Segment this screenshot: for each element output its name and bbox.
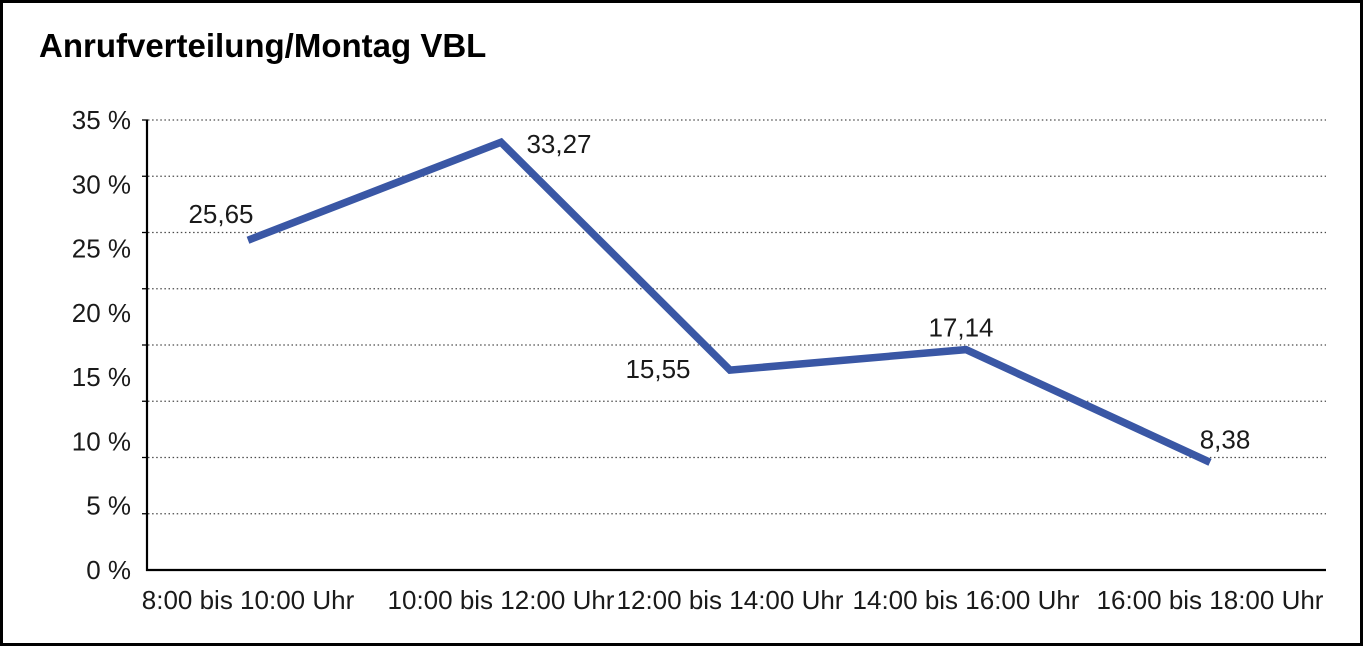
data-label: 8,38	[1200, 424, 1251, 454]
y-tick-label: 35 %	[72, 105, 131, 135]
data-label: 25,65	[188, 199, 253, 229]
x-tick-label: 14:00 bis 16:00 Uhr	[853, 585, 1080, 615]
x-tick-label: 8:00 bis 10:00 Uhr	[142, 585, 355, 615]
x-tick-label: 16:00 bis 18:00 Uhr	[1097, 585, 1324, 615]
y-tick-label: 20 %	[72, 298, 131, 328]
x-tick-label: 10:00 bis 12:00 Uhr	[388, 585, 615, 615]
series-line	[246, 137, 1212, 466]
y-tick-label: 30 %	[72, 169, 131, 199]
data-label: 17,14	[928, 313, 993, 343]
y-tick-label: 10 %	[72, 426, 131, 456]
line-chart-canvas: 35 % 30 % 25 % 20 % 15 % 10 % 5 % 0 % 8:00 bis 1…	[72, 105, 1326, 615]
data-label: 15,55	[625, 354, 690, 384]
y-tick-label: 5 %	[86, 491, 131, 521]
data-label: 33,27	[526, 129, 591, 159]
chart-title: Anrufverteilung/Montag VBL	[39, 27, 487, 64]
y-tick-label: 0 %	[86, 555, 131, 585]
x-tick-label: 12:00 bis 14:00 Uhr	[617, 585, 844, 615]
y-tick-label: 15 %	[72, 362, 131, 392]
y-tick-label: 25 %	[72, 234, 131, 264]
